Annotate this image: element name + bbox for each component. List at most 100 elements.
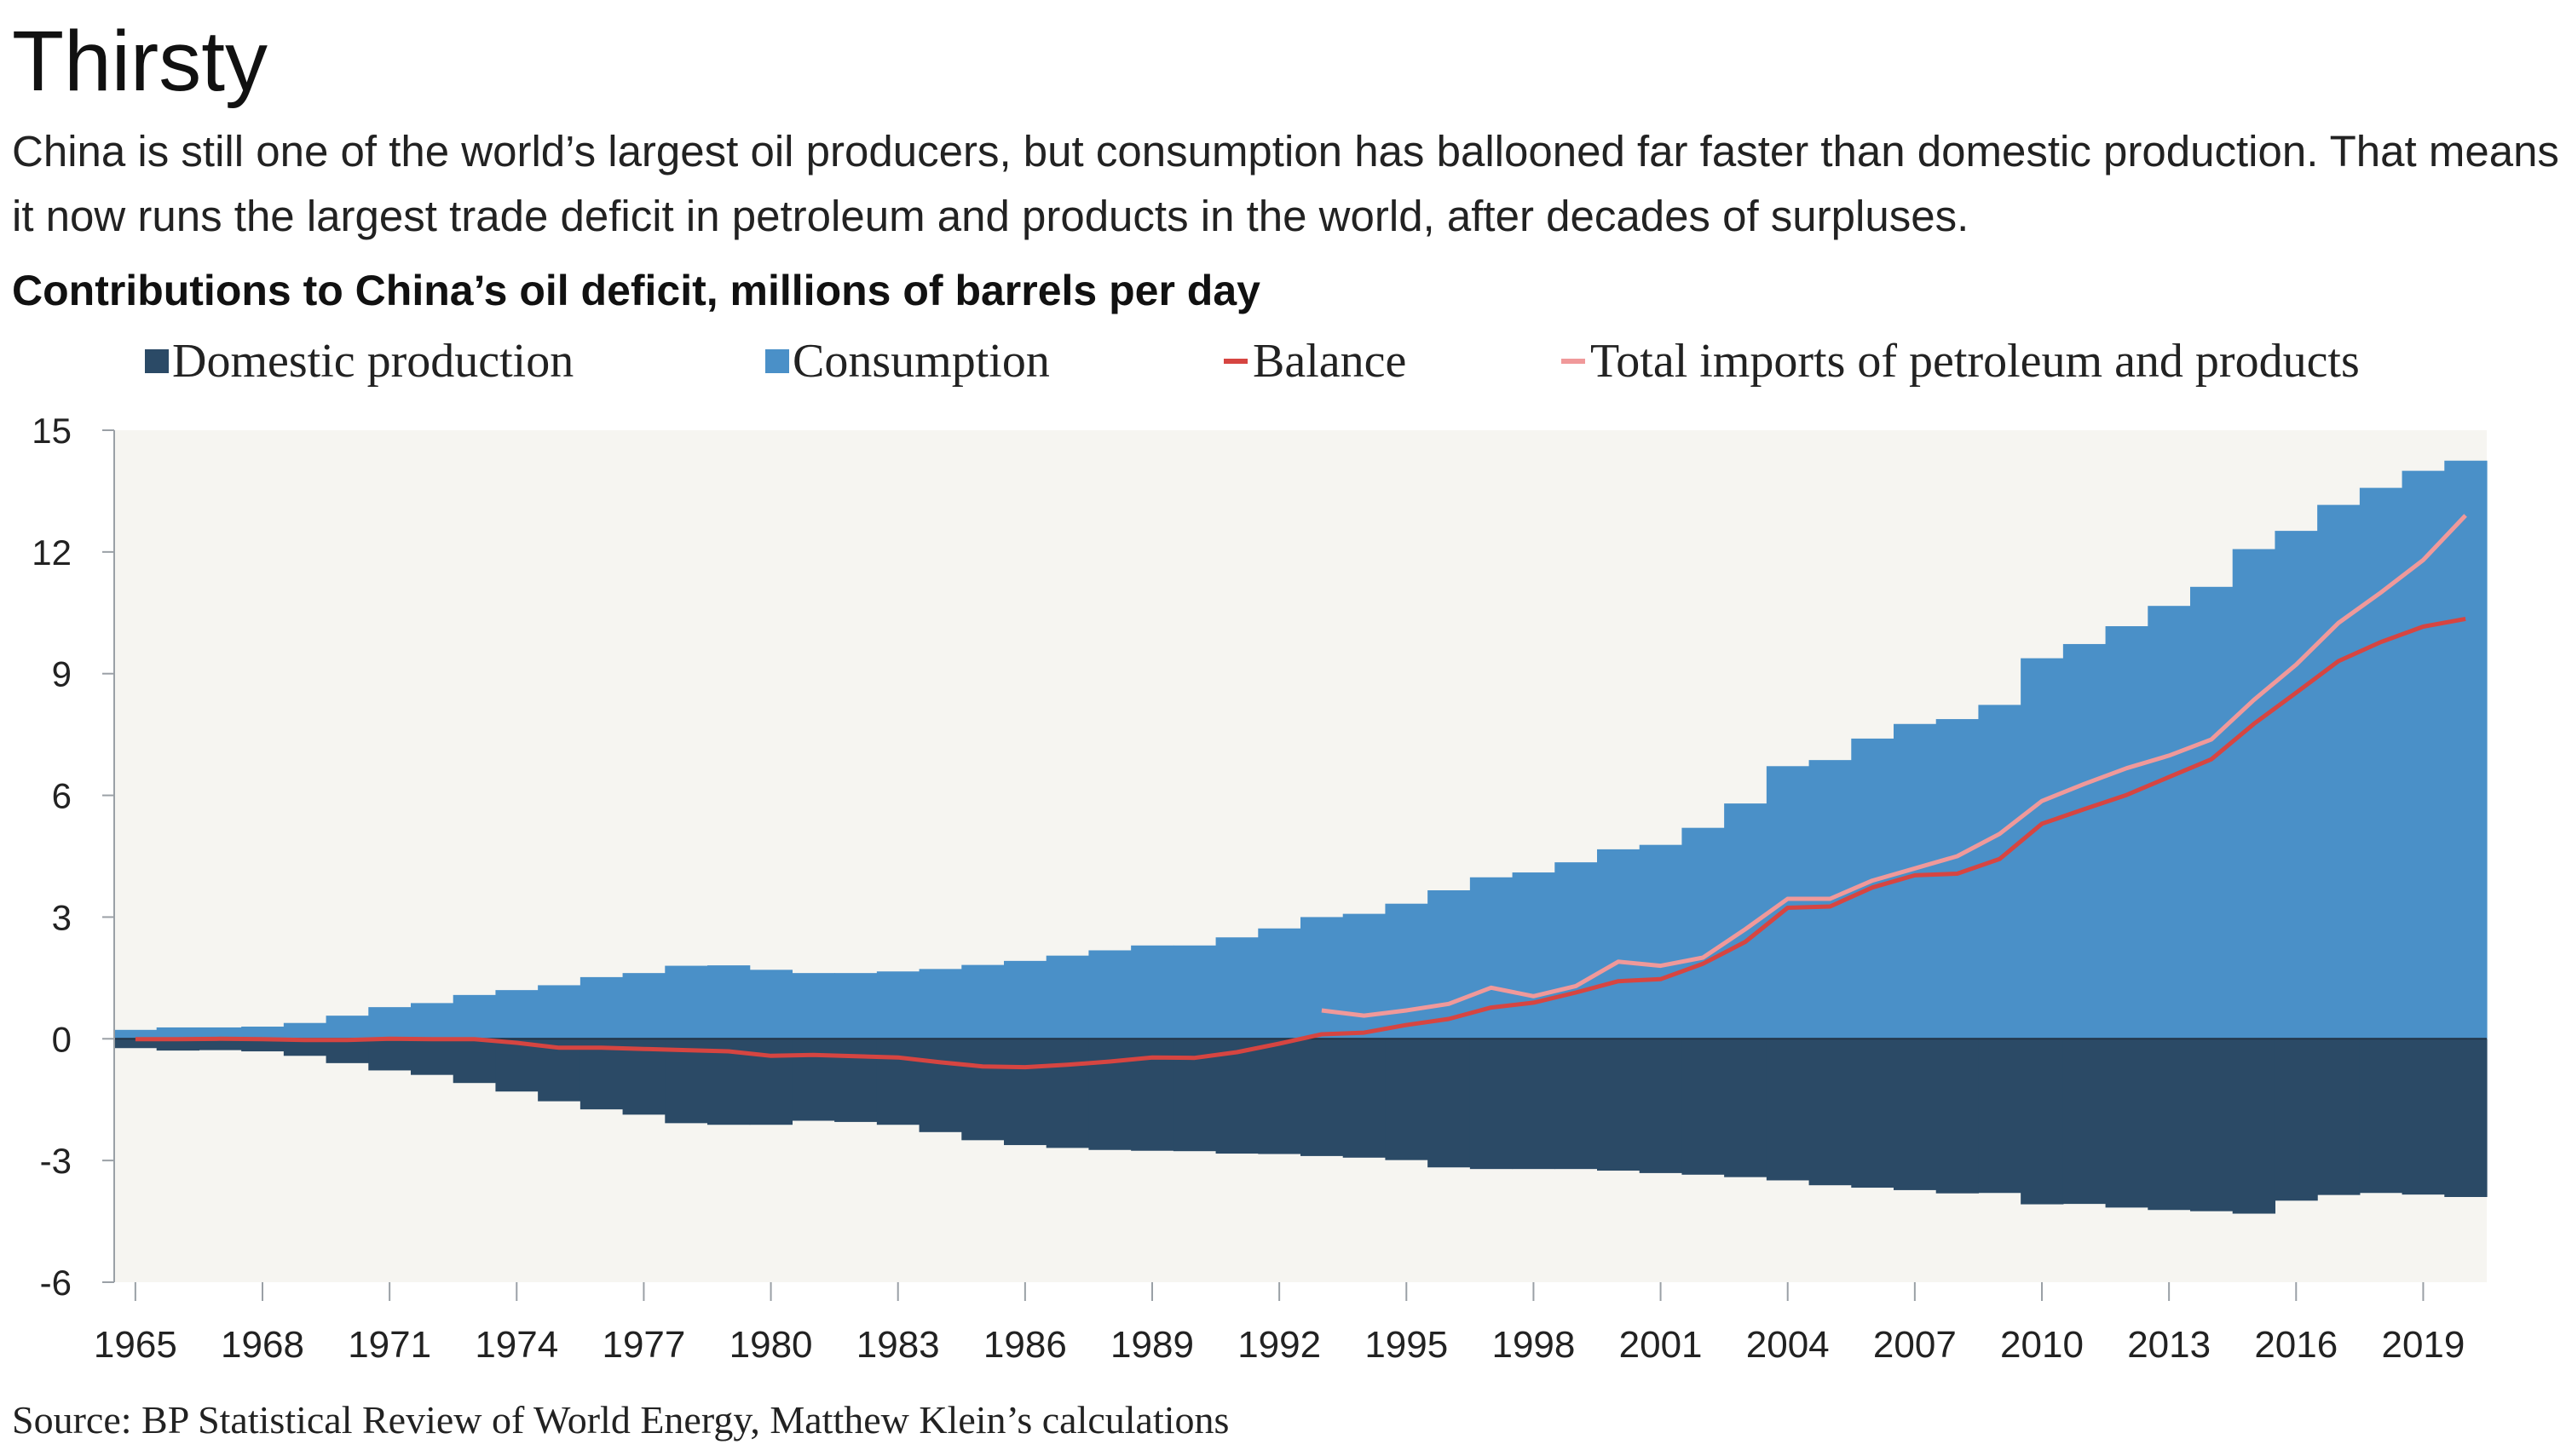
legend: Domestic production Consumption Balance …	[0, 334, 2566, 394]
production-bar	[495, 1039, 539, 1092]
x-tick-label: 1971	[348, 1324, 431, 1366]
production-bar	[919, 1039, 962, 1132]
x-tick-label: 1980	[729, 1324, 813, 1366]
production-bar	[1469, 1039, 1514, 1170]
consumption-bar	[1597, 849, 1641, 1039]
consumption-bar	[2317, 504, 2361, 1039]
consumption-bar	[665, 965, 708, 1039]
consumption-bar	[1385, 903, 1428, 1039]
consumption-bar	[2359, 487, 2403, 1039]
y-tick-label: 9	[52, 654, 72, 694]
production-bar	[283, 1039, 327, 1056]
consumption-bar	[1004, 960, 1047, 1039]
production-bar	[1766, 1039, 1810, 1181]
legend-label-imports: Total imports of petroleum and products	[1590, 335, 2360, 388]
source-note: Source: BP Statistical Review of World E…	[12, 1398, 1230, 1442]
production-bar	[326, 1039, 369, 1063]
legend-label-production: Domestic production	[172, 335, 574, 388]
x-tick-label: 1968	[221, 1324, 304, 1366]
consumption-bar	[919, 969, 962, 1039]
consumption-bar	[2275, 531, 2318, 1039]
consumption-bar	[326, 1016, 369, 1039]
x-tick-label: 2019	[2381, 1324, 2465, 1366]
production-bar	[2359, 1039, 2403, 1194]
x-tick-label: 1977	[602, 1324, 685, 1366]
production-bar	[2062, 1039, 2107, 1205]
production-bar	[1004, 1039, 1047, 1146]
consumption-bar	[2062, 643, 2107, 1039]
production-bar	[749, 1039, 793, 1125]
consumption-bar	[1978, 705, 2021, 1039]
consumption-bar	[283, 1022, 327, 1039]
legend-item-production: Domestic production	[145, 334, 574, 388]
y-tick-label: -6	[40, 1263, 72, 1303]
consumption-bar	[1512, 872, 1555, 1039]
consumption-bar	[453, 994, 497, 1039]
consumption-bar	[538, 985, 581, 1039]
consumption-bar	[1766, 766, 1810, 1039]
consumption-bar	[2232, 549, 2276, 1039]
balance-line	[135, 616, 2466, 1070]
consumption-bar	[1173, 945, 1217, 1039]
consumption-bar	[156, 1027, 200, 1039]
x-axis-ticks: 1965 1968 1971 1974 1977 1980 1983 1986 1989 1992…	[94, 1282, 2465, 1366]
subtitle: China is still one of the world’s larges…	[12, 127, 2559, 240]
production-bar	[1300, 1039, 1344, 1156]
y-tick-label: 0	[52, 1019, 72, 1059]
consumption-bar	[580, 976, 624, 1039]
production-bar	[2021, 1039, 2064, 1205]
production-bar	[1894, 1039, 1937, 1190]
production-bar	[580, 1039, 624, 1110]
production-bar	[2402, 1039, 2445, 1195]
consumption-bar	[961, 964, 1005, 1039]
x-tick-label: 2016	[2254, 1324, 2338, 1366]
consumption-bar	[1215, 937, 1259, 1039]
production-bar	[1088, 1039, 1132, 1150]
legend-swatch-imports	[1561, 359, 1585, 364]
x-tick-label: 1974	[475, 1324, 558, 1366]
consumption-bar	[1131, 945, 1174, 1039]
production-bar	[114, 1039, 158, 1049]
production-bar	[199, 1039, 242, 1050]
consumption-bar	[1258, 928, 1301, 1039]
y-axis-ticks: 15 12 9 6 3 0 -3 -6	[32, 411, 114, 1303]
x-tick-label: 2004	[1746, 1324, 1830, 1366]
consumption-bar	[622, 973, 666, 1039]
production-bar	[1935, 1039, 1980, 1194]
consumption-bar	[2148, 606, 2191, 1039]
production-bar	[1724, 1039, 1767, 1177]
production-bar	[792, 1039, 835, 1121]
consumption-bar	[1088, 950, 1132, 1039]
x-tick-label: 1998	[1491, 1324, 1575, 1366]
production-bar	[2317, 1039, 2361, 1195]
production-bar	[665, 1039, 708, 1124]
x-tick-label: 1983	[856, 1324, 940, 1366]
production-bar	[1215, 1039, 1259, 1154]
production-bar	[156, 1039, 200, 1051]
consumption-bar	[707, 965, 751, 1039]
consumption-bar	[495, 990, 539, 1039]
y-tick-label: 3	[52, 897, 72, 937]
production-bar	[2232, 1039, 2276, 1214]
consumption-bar	[749, 970, 793, 1039]
legend-swatch-production	[145, 349, 169, 373]
y-tick-label: 6	[52, 776, 72, 816]
consumption-bar	[2402, 470, 2445, 1039]
y-tick-label: 12	[32, 532, 72, 573]
x-tick-label: 2007	[1873, 1324, 1957, 1366]
production-bar	[1808, 1039, 1852, 1186]
legend-label-balance: Balance	[1253, 335, 1407, 388]
production-bar	[876, 1039, 920, 1125]
page-title: Thirsty	[12, 14, 268, 109]
legend-item-imports: Total imports of petroleum and products	[1561, 334, 2360, 388]
production-bar	[1512, 1039, 1555, 1170]
consumption-bar	[1300, 917, 1344, 1039]
consumption-bar	[114, 1029, 158, 1039]
production-bar	[2190, 1039, 2234, 1211]
x-tick-label: 1965	[94, 1324, 177, 1366]
x-tick-label: 1992	[1237, 1324, 1321, 1366]
legend-swatch-balance	[1224, 359, 1248, 364]
x-tick-label: 1986	[983, 1324, 1067, 1366]
consumption-bar	[1724, 803, 1767, 1039]
